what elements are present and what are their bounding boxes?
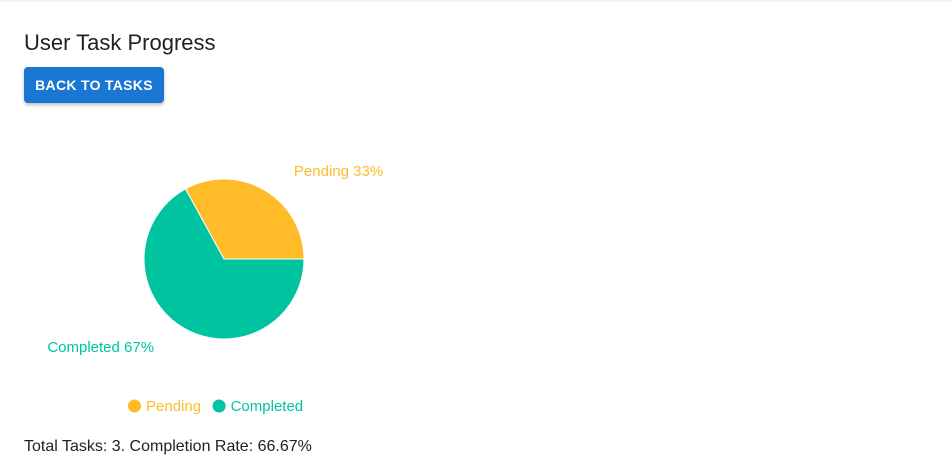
top-divider (0, 0, 951, 2)
back-to-tasks-button[interactable]: BACK TO TASKS (24, 67, 164, 103)
page-title: User Task Progress (24, 30, 216, 55)
pie-slice-completed (143, 188, 305, 340)
legend-label-pending: Pending (146, 398, 201, 415)
task-progress-pie-chart: Pending 33% Completed 67% Pending Completed (0, 140, 420, 430)
legend-item-completed[interactable]: Completed (212, 398, 304, 415)
pie-slice-pending (184, 178, 305, 260)
completion-summary: Total Tasks: 3. Completion Rate: 66.67% (24, 438, 312, 455)
legend-swatch-completed (212, 399, 226, 413)
pie-chart-svg: Pending 33% Completed 67% Pending Completed (47, 163, 383, 415)
legend-swatch-pending (128, 399, 141, 413)
pie-label-completed: Completed 67% (47, 339, 154, 356)
legend-item-pending[interactable]: Pending (128, 398, 201, 415)
legend-label-completed: Completed (231, 398, 304, 415)
pie-label-pending: Pending 33% (294, 163, 383, 180)
